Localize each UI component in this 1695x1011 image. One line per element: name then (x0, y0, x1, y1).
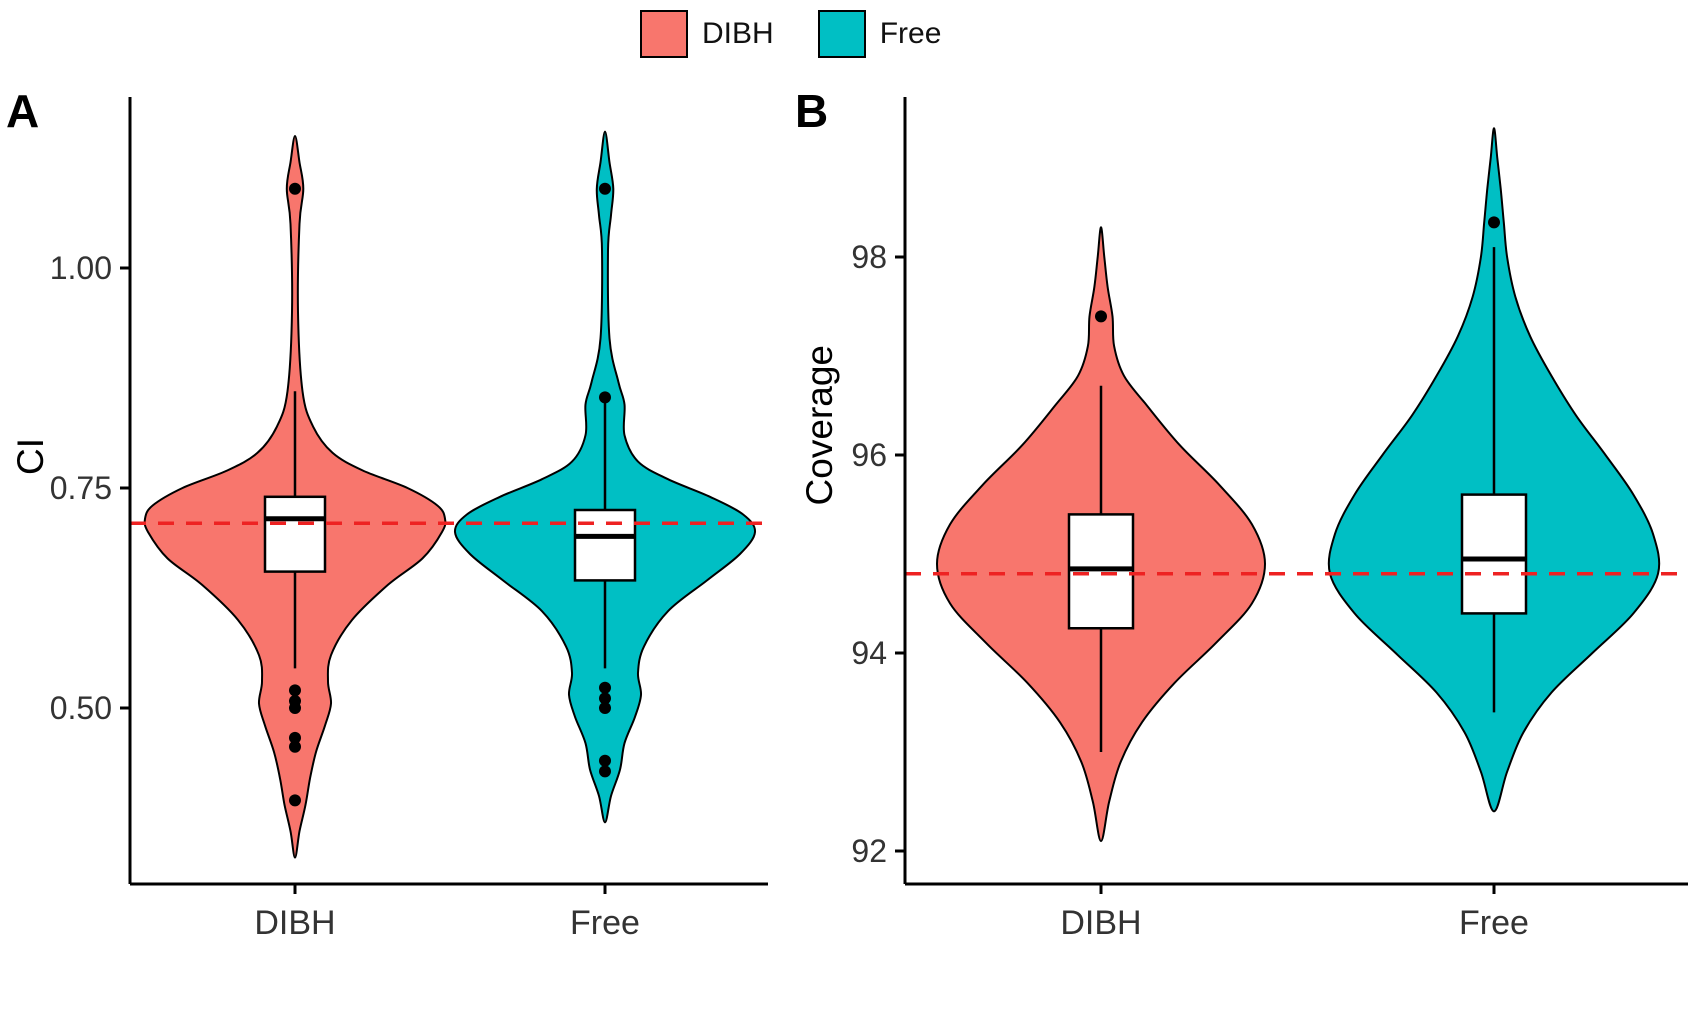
legend: DIBH Free (640, 10, 941, 58)
y-tick-label-a: 1.00 (50, 250, 112, 286)
outlier-point-a-free (599, 681, 611, 694)
panel-group-b: 92 94 96 98 DIBH Free (851, 97, 1688, 942)
x-category-label-a-free: Free (570, 904, 640, 942)
outlier-point-b-dibh (1095, 310, 1107, 323)
outlier-point-a-dibh (289, 702, 301, 714)
y-tick-label-b: 98 (851, 239, 887, 275)
legend-swatch-free (817, 10, 866, 58)
legend-label-free: Free (879, 17, 942, 50)
y-tick-label-b: 92 (851, 833, 887, 869)
y-tick-label-b: 94 (851, 635, 887, 671)
outlier-point-a-free (599, 182, 611, 195)
outlier-point-a-dibh (289, 794, 301, 807)
outlier-point-a-free (599, 754, 611, 767)
y-axis-title-ci: CI (10, 438, 51, 475)
y-axis-title-coverage: Coverage (799, 345, 840, 506)
outlier-point-a-dibh (289, 731, 301, 744)
y-tick-label-b: 96 (851, 437, 887, 473)
x-category-label-a-dibh: DIBH (254, 904, 335, 942)
outlier-point-a-dibh (289, 684, 301, 697)
y-tick-label-a: 0.75 (50, 470, 112, 506)
panel-label-a: A (6, 85, 40, 137)
outlier-point-a-free (599, 692, 611, 705)
outlier-point-a-free (599, 702, 611, 714)
legend-item-free: Free (817, 10, 942, 58)
panel-group-a: 0.50 0.75 1.00 DIBH Free (50, 97, 768, 942)
panel-label-b: B (795, 85, 829, 137)
x-category-label-b-dibh: DIBH (1060, 904, 1141, 942)
legend-label-dibh: DIBH (702, 17, 774, 50)
x-category-label-b-free: Free (1459, 904, 1529, 942)
box-a-free (573, 508, 637, 582)
outlier-point-a-dibh (289, 740, 301, 753)
outlier-point-a-dibh (289, 182, 301, 195)
legend-item-dibh: DIBH (640, 10, 774, 58)
outlier-point-a-free (599, 765, 611, 778)
outlier-point-a-free (599, 391, 611, 404)
box-b-free (1460, 493, 1528, 615)
box-a-dibh (263, 495, 327, 573)
outlier-point-b-free (1488, 216, 1500, 229)
legend-swatch-dibh (640, 10, 688, 58)
y-tick-label-a: 0.50 (50, 690, 112, 726)
